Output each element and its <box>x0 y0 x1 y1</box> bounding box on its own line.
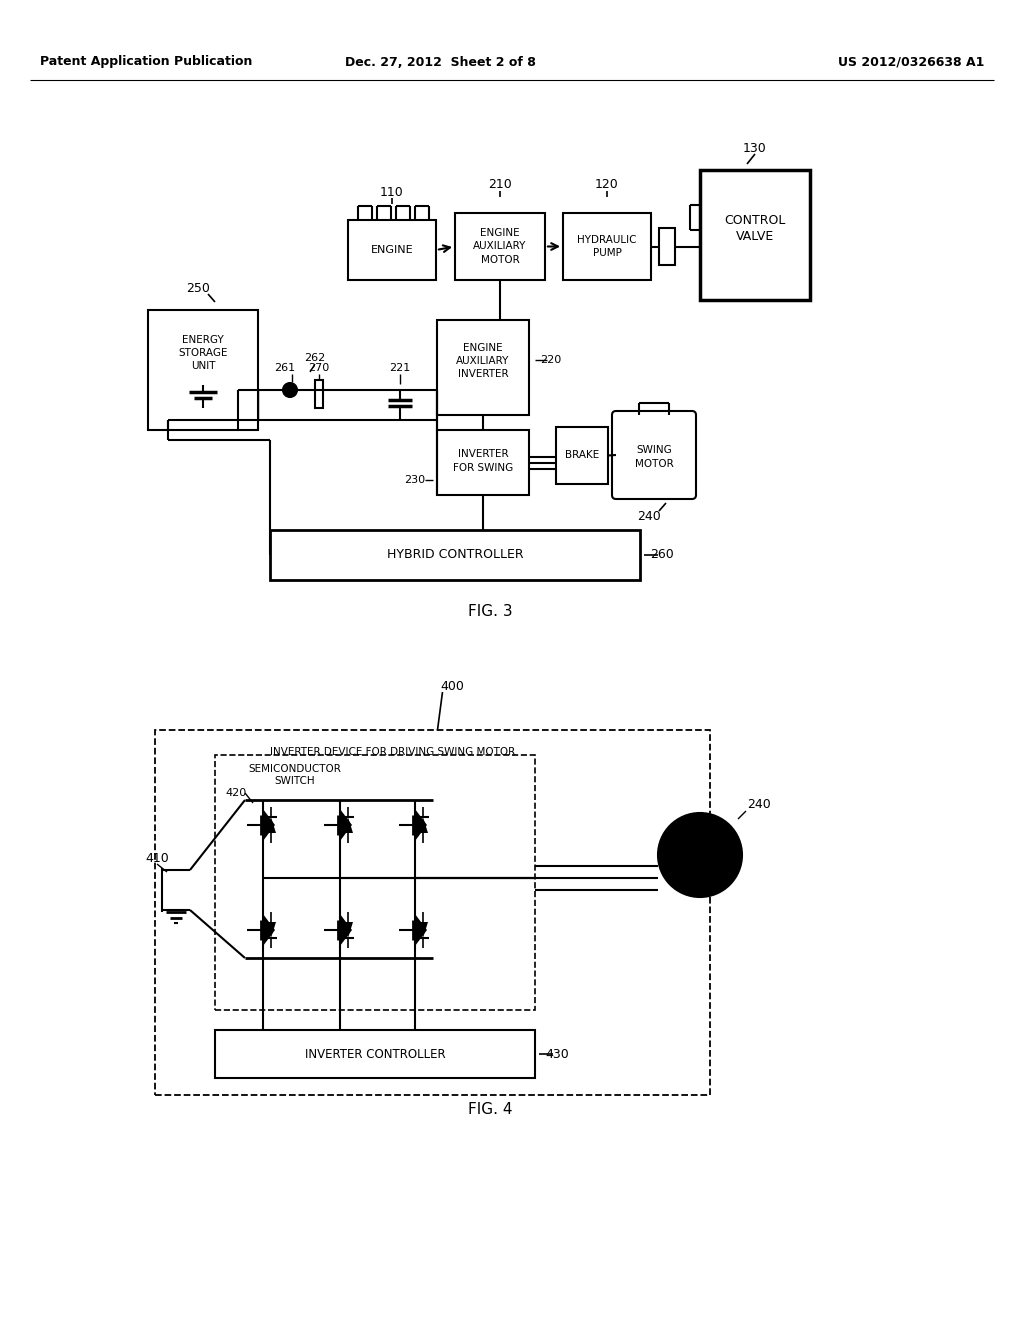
Bar <box>315 380 323 408</box>
Text: HYDRAULIC: HYDRAULIC <box>578 235 637 246</box>
Text: 400: 400 <box>440 680 465 693</box>
Text: 261: 261 <box>274 363 296 374</box>
Bar <box>215 1030 535 1078</box>
Text: BRAKE: BRAKE <box>565 450 599 461</box>
Text: INVERTER: INVERTER <box>458 370 508 379</box>
Polygon shape <box>340 809 352 841</box>
Text: 430: 430 <box>545 1048 569 1060</box>
Text: CONTROL: CONTROL <box>724 214 785 227</box>
Bar <box>148 310 258 430</box>
Bar <box>348 220 436 280</box>
Polygon shape <box>343 921 353 939</box>
Text: PUMP: PUMP <box>593 248 622 257</box>
Text: ENERGY: ENERGY <box>182 335 224 345</box>
Bar <box>700 170 810 300</box>
Bar <box>215 755 535 1010</box>
Bar <box>155 730 710 1096</box>
Bar <box>556 426 608 484</box>
Text: 240: 240 <box>637 511 660 524</box>
Polygon shape <box>266 921 276 939</box>
Text: SWITCH: SWITCH <box>274 776 315 785</box>
Polygon shape <box>263 913 275 946</box>
Text: VALVE: VALVE <box>736 231 774 243</box>
Text: 120: 120 <box>595 178 618 191</box>
Polygon shape <box>263 809 275 841</box>
Bar <box>270 531 640 579</box>
Text: US 2012/0326638 A1: US 2012/0326638 A1 <box>838 55 984 69</box>
Text: 420: 420 <box>225 788 246 799</box>
Text: UNIT: UNIT <box>190 360 215 371</box>
Bar <box>563 213 651 280</box>
Text: 130: 130 <box>743 141 767 154</box>
Text: INVERTER DEVICE FOR DRIVING SWING MOTOR: INVERTER DEVICE FOR DRIVING SWING MOTOR <box>270 747 515 756</box>
Text: HYBRID CONTROLLER: HYBRID CONTROLLER <box>387 549 523 561</box>
Text: MOTOR: MOTOR <box>635 459 674 469</box>
Polygon shape <box>340 913 352 946</box>
Text: FIG. 3: FIG. 3 <box>468 605 512 619</box>
Text: SWING: SWING <box>682 843 718 854</box>
Text: INVERTER CONTROLLER: INVERTER CONTROLLER <box>305 1048 445 1060</box>
Text: Patent Application Publication: Patent Application Publication <box>40 55 252 69</box>
Bar <box>455 213 545 280</box>
Text: Dec. 27, 2012  Sheet 2 of 8: Dec. 27, 2012 Sheet 2 of 8 <box>344 55 536 69</box>
Circle shape <box>658 813 742 898</box>
Text: AUXILIARY: AUXILIARY <box>473 242 526 251</box>
Text: 230: 230 <box>404 475 426 484</box>
Polygon shape <box>266 817 276 833</box>
Text: 262: 262 <box>304 352 326 363</box>
Polygon shape <box>418 817 428 833</box>
Circle shape <box>283 383 297 397</box>
Text: SEMICONDUCTOR: SEMICONDUCTOR <box>249 764 341 774</box>
Text: MOTOR: MOTOR <box>681 858 720 869</box>
Bar <box>437 430 529 495</box>
Text: FIG. 4: FIG. 4 <box>468 1102 512 1118</box>
Text: ENGINE: ENGINE <box>480 228 520 238</box>
Text: FOR SWING: FOR SWING <box>453 463 513 473</box>
Text: 270: 270 <box>308 363 330 374</box>
Bar <box>437 319 529 414</box>
Text: 250: 250 <box>186 281 210 294</box>
Text: 210: 210 <box>488 178 512 191</box>
Text: 220: 220 <box>541 355 561 366</box>
Text: 221: 221 <box>389 363 411 374</box>
Bar <box>659 228 675 265</box>
Text: 240: 240 <box>746 799 771 812</box>
Text: 260: 260 <box>650 549 674 561</box>
Polygon shape <box>418 921 428 939</box>
Polygon shape <box>415 809 427 841</box>
Polygon shape <box>343 817 353 833</box>
Text: STORAGE: STORAGE <box>178 348 227 358</box>
Text: 110: 110 <box>380 186 403 198</box>
Text: 410: 410 <box>145 851 169 865</box>
Text: ENGINE: ENGINE <box>371 246 414 255</box>
Polygon shape <box>415 913 427 946</box>
Text: SWING: SWING <box>636 445 672 455</box>
Text: MOTOR: MOTOR <box>480 255 519 265</box>
Text: INVERTER: INVERTER <box>458 449 508 459</box>
FancyBboxPatch shape <box>612 411 696 499</box>
Text: ENGINE: ENGINE <box>463 343 503 352</box>
Text: AUXILIARY: AUXILIARY <box>457 356 510 366</box>
